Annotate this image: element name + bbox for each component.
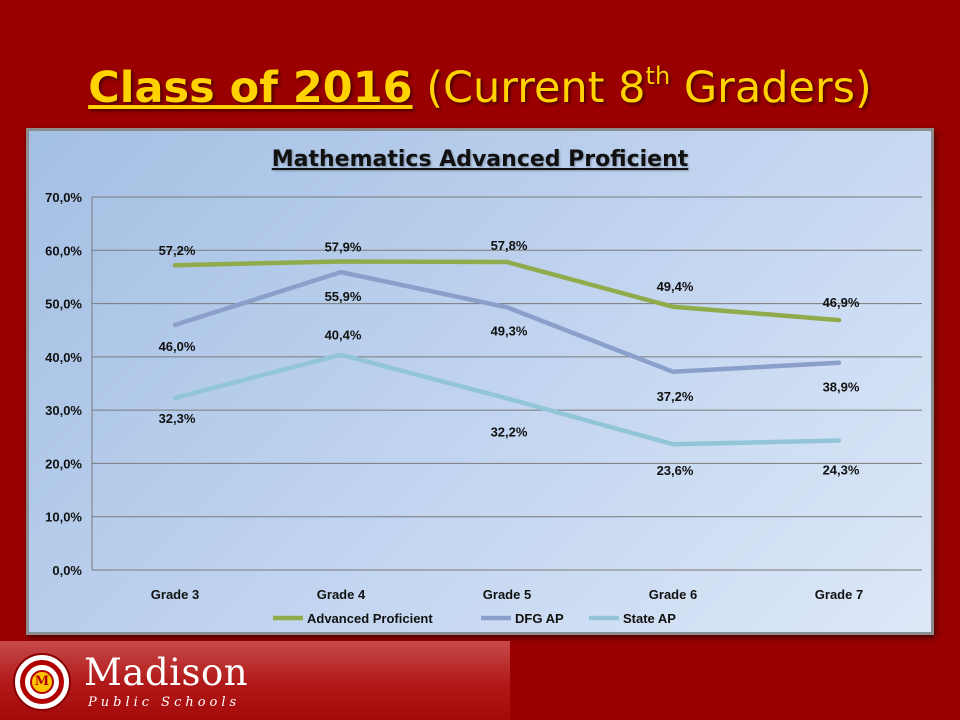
legend-label: DFG AP: [515, 611, 564, 626]
data-label: 57,2%: [159, 243, 196, 258]
brand-subtitle: Public Schools: [88, 695, 241, 710]
brand-name: Madison: [84, 651, 249, 694]
data-label: 32,3%: [159, 411, 196, 426]
y-tick-label: 0,0%: [52, 563, 82, 578]
series-line-advanced-proficient: [172, 259, 842, 323]
y-tick-label: 10,0%: [45, 510, 82, 525]
footer-band: [0, 641, 510, 720]
data-label: 32,2%: [491, 424, 528, 439]
data-label: 49,3%: [491, 323, 528, 338]
y-tick-label: 40,0%: [45, 350, 82, 365]
legend-label: State AP: [623, 611, 676, 626]
data-label: 46,0%: [159, 339, 196, 354]
data-label: 57,8%: [491, 238, 528, 253]
slide-title-end: Graders): [670, 63, 872, 113]
line-chart: 0,0% 10,0% 20,0% 30,0% 40,0% 50,0% 60,0% 70,0% G…: [45, 190, 922, 626]
data-label: 57,9%: [325, 239, 362, 254]
slide-title: Class of 2016 (Current 8th Graders): [0, 58, 960, 118]
legend-label: Advanced Proficient: [307, 611, 433, 626]
data-label: 23,6%: [657, 463, 694, 478]
x-tick-label: Grade 4: [317, 587, 366, 602]
data-label: 38,9%: [823, 380, 860, 395]
seal-letter: M: [30, 670, 54, 694]
y-tick-label: 20,0%: [45, 456, 82, 471]
data-label: 55,9%: [325, 289, 362, 304]
slide-title-strong: Class of 2016: [88, 63, 413, 113]
series-line-dfg-ap: [172, 269, 842, 375]
y-tick-label: 30,0%: [45, 403, 82, 418]
y-tick-label: 60,0%: [45, 243, 82, 258]
chart-title: Mathematics Advanced Proficient: [271, 147, 689, 172]
data-label: 40,4%: [325, 328, 362, 343]
data-label: 24,3%: [823, 463, 860, 478]
slide-title-superscript: th: [645, 62, 671, 90]
school-seal-logo: M: [13, 653, 71, 711]
data-label: 49,4%: [657, 279, 694, 294]
x-tick-label: Grade 5: [483, 587, 531, 602]
series-line-state-ap: [172, 352, 842, 447]
slide-title-rest: (Current 8: [412, 63, 646, 113]
x-tick-label: Grade 6: [649, 587, 697, 602]
data-label: 37,2%: [657, 389, 694, 404]
data-label: 46,9%: [823, 295, 860, 310]
x-tick-label: Grade 3: [151, 587, 199, 602]
chart-panel: Mathematics Advanced Proficient 0,0% 10,0…: [26, 128, 934, 635]
seal-ring: [20, 660, 64, 704]
x-tick-label: Grade 7: [815, 587, 863, 602]
y-tick-label: 70,0%: [45, 190, 82, 205]
y-tick-label: 50,0%: [45, 297, 82, 312]
